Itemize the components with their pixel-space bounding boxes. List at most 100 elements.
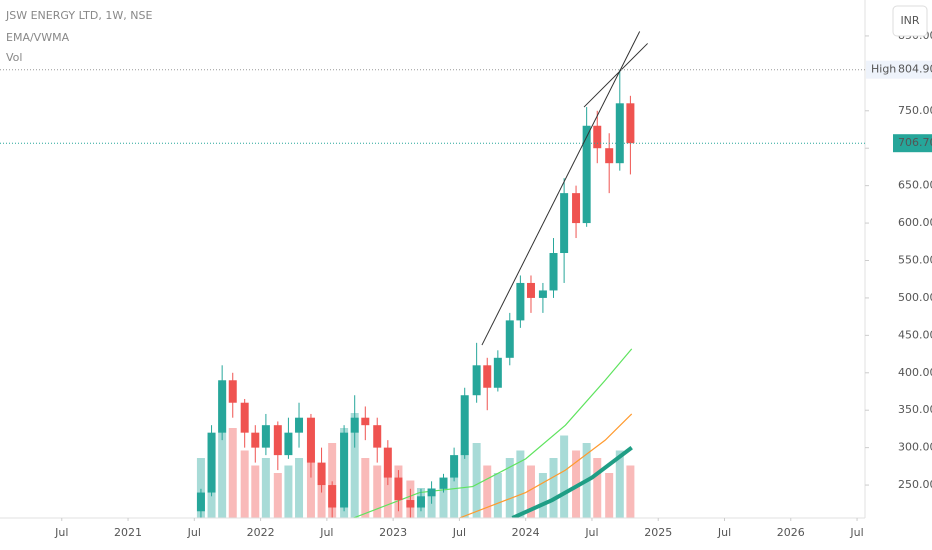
candle-body bbox=[450, 455, 459, 478]
candle-body bbox=[295, 417, 304, 433]
volume-bar bbox=[328, 443, 337, 518]
candle-body bbox=[472, 365, 481, 396]
currency-label[interactable]: INR bbox=[900, 14, 919, 27]
volume-bar bbox=[460, 450, 469, 518]
trend-line bbox=[583, 43, 648, 108]
currency-button[interactable] bbox=[892, 5, 928, 37]
volume-bar bbox=[572, 450, 581, 518]
volume-bar bbox=[483, 465, 492, 518]
candle-body bbox=[350, 417, 359, 433]
candle-body bbox=[373, 425, 382, 448]
candle-body bbox=[483, 365, 492, 388]
candle-body bbox=[228, 380, 237, 403]
indicator-label: EMA/VWMA bbox=[6, 31, 70, 44]
candle-body bbox=[505, 320, 514, 358]
volume-bar bbox=[361, 458, 370, 518]
candle-body bbox=[460, 395, 469, 456]
volume-bar bbox=[196, 458, 205, 518]
candle-body bbox=[549, 253, 558, 291]
volume-bar bbox=[605, 473, 614, 518]
ema-line bbox=[511, 446, 633, 518]
y-tick-label: 650.00 bbox=[898, 179, 932, 192]
volume-bar bbox=[295, 458, 304, 518]
y-tick-label: 450.00 bbox=[898, 328, 932, 341]
volume-bar bbox=[350, 413, 359, 518]
x-tick-label: Jul bbox=[187, 526, 201, 539]
y-tick-label: 250.00 bbox=[898, 478, 932, 491]
volume-bar bbox=[261, 458, 270, 518]
plot-area bbox=[196, 31, 648, 518]
ema-line bbox=[353, 348, 633, 518]
candle-body bbox=[218, 380, 227, 433]
candle-body bbox=[605, 148, 614, 164]
candle-body bbox=[207, 432, 216, 493]
volume-bar bbox=[615, 450, 624, 518]
x-tick-label: 2026 bbox=[777, 526, 805, 539]
candle-body bbox=[516, 282, 525, 321]
candle-body bbox=[273, 425, 282, 456]
last-price-value: 706.70 bbox=[898, 136, 932, 149]
candle-body bbox=[328, 485, 337, 508]
volume-bar bbox=[472, 443, 481, 518]
volume-bar bbox=[526, 465, 535, 518]
candle-body bbox=[406, 500, 415, 508]
volume-bar bbox=[560, 435, 569, 518]
candle-body bbox=[317, 462, 326, 486]
volume-bar bbox=[516, 450, 525, 518]
x-tick-label: 2024 bbox=[512, 526, 540, 539]
volume-bar bbox=[593, 458, 602, 518]
candle-body bbox=[593, 125, 602, 149]
candle-body bbox=[306, 417, 315, 463]
candle-body bbox=[284, 432, 293, 456]
candle-body bbox=[626, 103, 635, 144]
x-tick-label: 2021 bbox=[114, 526, 142, 539]
x-tick-label: Jul bbox=[319, 526, 333, 539]
x-tick-label: 2023 bbox=[379, 526, 407, 539]
x-tick-label: 2022 bbox=[247, 526, 275, 539]
high-value: 804.90 bbox=[898, 63, 932, 76]
candle-body bbox=[251, 432, 260, 448]
trend-line bbox=[481, 31, 641, 346]
candle-body bbox=[261, 425, 270, 448]
candle-body bbox=[196, 492, 205, 512]
candle-body bbox=[538, 290, 547, 298]
candle-body bbox=[582, 125, 591, 224]
y-tick-label: 350.00 bbox=[898, 403, 932, 416]
x-tick-label: Jul bbox=[54, 526, 68, 539]
x-tick-label: 2025 bbox=[644, 526, 672, 539]
candle-body bbox=[439, 477, 448, 489]
volume-bar bbox=[383, 473, 392, 518]
x-tick-label: Jul bbox=[452, 526, 466, 539]
y-tick-label: 500.00 bbox=[898, 291, 932, 304]
candle-body bbox=[240, 402, 249, 433]
volume-bar bbox=[450, 473, 459, 518]
volume-bar bbox=[228, 428, 237, 518]
indicator-label: Vol bbox=[6, 51, 22, 64]
candle-body bbox=[560, 193, 569, 254]
candle-body bbox=[383, 447, 392, 478]
candle-body bbox=[416, 496, 425, 508]
candle-body bbox=[361, 417, 370, 426]
volume-bar bbox=[538, 473, 547, 518]
candle-body bbox=[526, 282, 535, 298]
ema-line bbox=[459, 413, 633, 518]
candle-body bbox=[615, 103, 624, 164]
volume-bar bbox=[505, 458, 514, 518]
x-tick-label: Jul bbox=[584, 526, 598, 539]
chart-title: JSW ENERGY LTD, 1W, NSE bbox=[5, 9, 152, 22]
y-tick-label: 400.00 bbox=[898, 366, 932, 379]
high-label: High bbox=[871, 63, 896, 76]
volume-bar bbox=[439, 480, 448, 518]
y-tick-label: 300.00 bbox=[898, 441, 932, 454]
volume-bar bbox=[373, 465, 382, 518]
volume-bar bbox=[549, 458, 558, 518]
last-price-tag bbox=[893, 134, 932, 153]
volume-bar bbox=[240, 450, 249, 518]
x-tick-label: Jul bbox=[717, 526, 731, 539]
x-tick-label: Jul bbox=[849, 526, 863, 539]
volume-bar bbox=[493, 473, 502, 518]
volume-bar bbox=[284, 465, 293, 518]
volume-bar bbox=[218, 383, 227, 518]
